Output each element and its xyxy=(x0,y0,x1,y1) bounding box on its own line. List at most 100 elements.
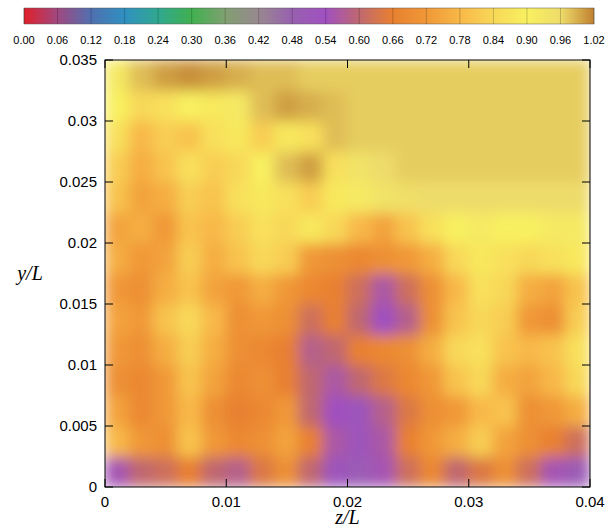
cell xyxy=(517,212,542,244)
cell xyxy=(420,456,445,487)
cell xyxy=(396,334,421,366)
x-axis-title: z/L xyxy=(334,506,359,528)
cell xyxy=(202,456,227,487)
cell xyxy=(493,273,518,305)
cell xyxy=(396,212,421,244)
x-tick xyxy=(226,60,227,68)
cell xyxy=(371,395,396,427)
cell xyxy=(396,243,421,275)
x-tick-label: 0.04 xyxy=(575,493,604,510)
cell xyxy=(323,212,348,244)
y-tick-label: 0.035 xyxy=(59,51,97,68)
cell xyxy=(274,334,299,366)
x-tick xyxy=(347,479,348,487)
cell xyxy=(444,60,469,91)
cell xyxy=(202,212,227,244)
cell xyxy=(274,90,299,122)
colorbar-tick xyxy=(392,8,393,24)
y-tick xyxy=(105,426,113,427)
cell xyxy=(202,60,227,91)
cell xyxy=(541,243,566,275)
colorbar-tick-label: 0.60 xyxy=(349,34,370,46)
cell xyxy=(468,426,493,458)
cell xyxy=(468,273,493,305)
cell xyxy=(177,426,202,458)
cell xyxy=(565,426,590,458)
cell xyxy=(371,426,396,458)
cell xyxy=(226,243,251,275)
cell xyxy=(541,365,566,397)
cell xyxy=(420,304,445,336)
cell xyxy=(420,60,445,91)
x-tick xyxy=(590,479,591,487)
cell xyxy=(420,151,445,183)
cell xyxy=(202,243,227,275)
cell xyxy=(517,182,542,214)
cell xyxy=(420,395,445,427)
cell xyxy=(347,395,372,427)
cell xyxy=(493,426,518,458)
cell xyxy=(129,365,154,397)
colorbar-tick xyxy=(594,8,595,24)
cell xyxy=(323,243,348,275)
cell xyxy=(105,273,130,305)
cell xyxy=(153,90,178,122)
cell xyxy=(565,334,590,366)
cell xyxy=(347,334,372,366)
cell xyxy=(202,365,227,397)
cell xyxy=(371,212,396,244)
cell xyxy=(541,60,566,91)
cell xyxy=(565,273,590,305)
cell xyxy=(177,334,202,366)
cell xyxy=(396,456,421,487)
cell xyxy=(105,121,130,153)
cell xyxy=(396,60,421,91)
cell xyxy=(444,304,469,336)
x-tick xyxy=(590,60,591,68)
cell xyxy=(105,151,130,183)
colorbar-tick-label: 0.18 xyxy=(114,34,135,46)
y-tick-label: 0.015 xyxy=(59,295,97,312)
colorbar-tick xyxy=(191,8,192,24)
cell xyxy=(468,90,493,122)
cell xyxy=(468,304,493,336)
cell xyxy=(468,151,493,183)
cell xyxy=(347,182,372,214)
y-tick xyxy=(105,121,113,122)
cell xyxy=(274,151,299,183)
cell xyxy=(299,60,324,91)
cell xyxy=(517,395,542,427)
y-tick-label: 0.01 xyxy=(68,356,97,373)
cell xyxy=(371,334,396,366)
cell xyxy=(226,456,251,487)
cell xyxy=(371,456,396,487)
cell xyxy=(129,304,154,336)
cell xyxy=(420,334,445,366)
cell xyxy=(226,426,251,458)
cell xyxy=(420,90,445,122)
cell xyxy=(274,304,299,336)
cell xyxy=(177,90,202,122)
x-tick xyxy=(105,60,106,68)
cell xyxy=(250,365,275,397)
cell xyxy=(420,243,445,275)
colorbar-tick-label: 0.96 xyxy=(550,34,571,46)
cell xyxy=(299,273,324,305)
y-tick xyxy=(105,487,113,488)
cell xyxy=(396,273,421,305)
cell xyxy=(226,182,251,214)
cell xyxy=(468,182,493,214)
y-tick-label: 0.03 xyxy=(68,112,97,129)
colorbar-tick xyxy=(493,8,494,24)
cell xyxy=(299,395,324,427)
cell xyxy=(105,212,130,244)
cell xyxy=(177,151,202,183)
x-tick xyxy=(226,479,227,487)
cell xyxy=(105,395,130,427)
cell xyxy=(153,243,178,275)
cell xyxy=(517,121,542,153)
cell xyxy=(420,212,445,244)
colorbar-tick-label: 0.30 xyxy=(181,34,202,46)
cell xyxy=(129,151,154,183)
cell xyxy=(105,182,130,214)
